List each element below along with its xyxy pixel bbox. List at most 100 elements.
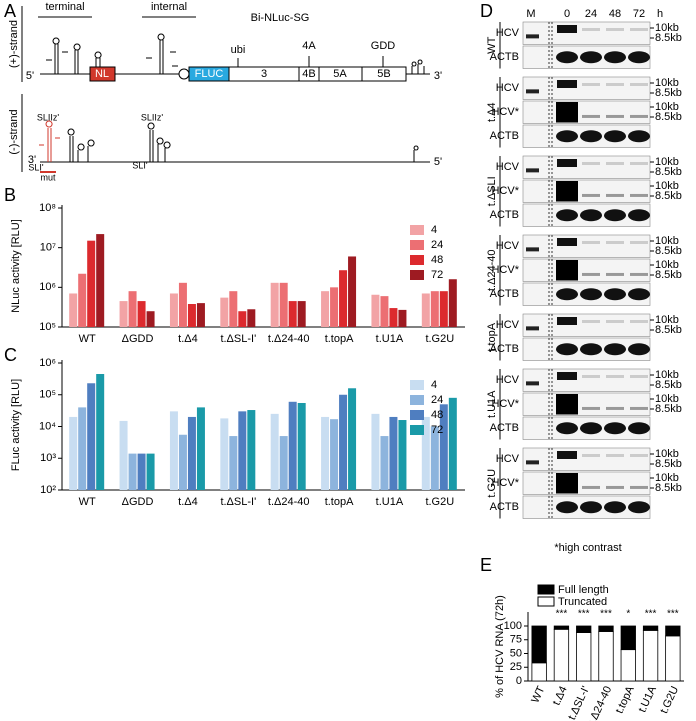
band	[556, 288, 578, 301]
x-tick-label: WT	[79, 496, 96, 508]
row-label: HCV*	[491, 264, 519, 276]
size-marker: 10kb	[655, 235, 679, 247]
band	[556, 260, 578, 281]
size-marker: 10kb	[655, 369, 679, 381]
size-marker: 10kb	[655, 393, 679, 405]
legend-label: 72	[431, 424, 443, 436]
band	[606, 83, 624, 86]
band	[557, 317, 577, 325]
bar	[270, 413, 279, 490]
lane-label: 0	[564, 8, 570, 20]
row-label: ACTB	[490, 209, 519, 221]
bar-segment	[531, 625, 547, 664]
ires	[178, 68, 190, 80]
stem-loop	[406, 59, 430, 75]
structure-label: SLIIz'	[37, 112, 60, 122]
panel-label: D	[480, 1, 493, 21]
feature-label: ubi	[231, 44, 246, 56]
x-tick-label: t.Δ24-40	[268, 333, 310, 345]
stem-loop	[46, 33, 178, 74]
band	[526, 168, 539, 173]
bar	[146, 453, 155, 490]
band	[606, 28, 624, 31]
end-label: 5'	[434, 156, 442, 168]
band	[526, 381, 539, 386]
significance: *	[626, 609, 630, 620]
x-tick-label: t.ΔSL-I'	[220, 333, 256, 345]
footnote: *high contrast	[554, 542, 621, 554]
size-marker: 10kb	[655, 314, 679, 326]
group-label: t.topA	[486, 322, 498, 351]
group-label: WT	[486, 36, 498, 53]
significance: ***	[578, 609, 590, 620]
band	[628, 130, 650, 143]
bar	[87, 383, 96, 490]
band	[628, 501, 650, 514]
size-marker: 10kb	[655, 448, 679, 460]
band	[580, 209, 602, 222]
row-label: ACTB	[490, 130, 519, 142]
bar	[187, 304, 196, 327]
x-tick-label: t.G2U	[425, 496, 454, 508]
size-marker: 8.5kb	[655, 87, 682, 99]
band	[557, 238, 577, 246]
mut-label: mut	[40, 172, 56, 182]
structure-label: SLIIz'	[141, 112, 164, 122]
row-label: HCV*	[491, 185, 519, 197]
bar	[297, 301, 306, 327]
bar	[96, 234, 105, 327]
x-tick-label: ΔGDD	[122, 496, 154, 508]
legend-label: 4	[431, 379, 437, 391]
band	[604, 288, 626, 301]
legend-label: 72	[431, 269, 443, 281]
band	[557, 451, 577, 459]
band	[580, 422, 602, 435]
legend-swatch	[410, 380, 424, 390]
band	[630, 454, 648, 457]
blot	[522, 368, 651, 392]
band	[582, 114, 600, 118]
bar	[87, 240, 96, 327]
bar	[220, 297, 229, 327]
band	[628, 209, 650, 222]
band	[606, 162, 624, 165]
y-axis-label: FLuc activity [RLU]	[10, 379, 22, 471]
bar-segment	[531, 662, 547, 682]
legend-label: Full length	[558, 584, 609, 596]
y-tick-label: 0	[516, 675, 522, 687]
bar-segment	[620, 649, 636, 682]
bar	[371, 413, 380, 490]
bar	[146, 311, 155, 327]
bar	[430, 291, 439, 327]
row-label: HCV	[496, 161, 520, 173]
y-axis-label: % of HCV RNA (72h)	[494, 595, 506, 698]
construct-title: Bi-NLuc-SG	[251, 12, 310, 24]
y-tick-label: 100	[504, 620, 522, 632]
band	[526, 34, 539, 39]
group-label: t.Δ4	[486, 102, 498, 122]
band	[582, 485, 600, 489]
schematic: (+)-strand (-)-strand terminal internal …	[8, 1, 442, 182]
size-marker: 10kb	[655, 22, 679, 34]
significance: ***	[556, 609, 568, 620]
bar	[321, 291, 330, 327]
region-label: internal	[151, 1, 187, 13]
y-tick-label: 10⁴	[39, 420, 56, 432]
row-label: ACTB	[490, 422, 519, 434]
bar	[187, 416, 196, 490]
band	[556, 422, 578, 435]
band	[606, 193, 624, 197]
legend-swatch	[537, 596, 555, 607]
band	[630, 241, 648, 244]
band	[628, 288, 650, 301]
gene-box	[89, 66, 116, 82]
bar	[389, 308, 398, 327]
bar	[321, 416, 330, 490]
band	[604, 422, 626, 435]
x-tick-label: t.topA	[614, 684, 637, 716]
blot	[522, 258, 651, 282]
bar	[247, 410, 256, 490]
legend-label: 24	[431, 394, 443, 406]
size-marker: 8.5kb	[655, 324, 682, 336]
band	[630, 193, 648, 197]
